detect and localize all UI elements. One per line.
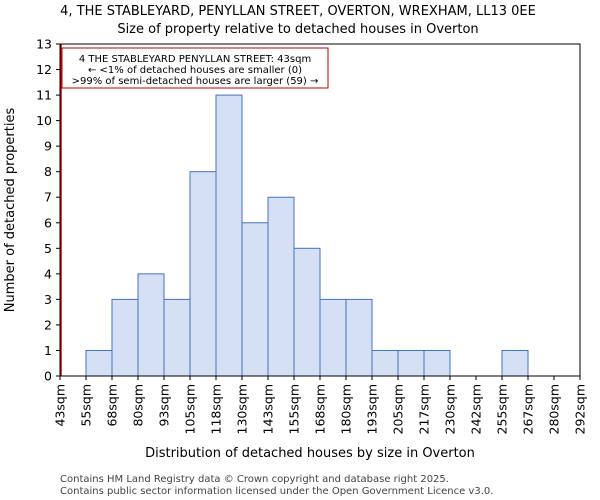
- x-tick-label: 105sqm: [183, 384, 198, 434]
- bar-155sqm: [293, 247, 321, 377]
- y-tick-label: 9: [44, 139, 52, 154]
- bar-255sqm: [501, 349, 529, 377]
- x-tick-label: 168sqm: [313, 384, 328, 434]
- x-tick-label: 143sqm: [261, 384, 276, 434]
- y-tick-label: 13: [36, 37, 52, 52]
- x-tick-label: 280sqm: [547, 384, 562, 434]
- x-tick-label: 193sqm: [365, 384, 380, 434]
- y-tick-label: 0: [44, 369, 52, 384]
- x-tick-label: 205sqm: [391, 384, 406, 434]
- x-tick-label: 93sqm: [157, 384, 172, 427]
- y-tick-label: 7: [44, 190, 52, 205]
- x-tick-label: 217sqm: [417, 384, 432, 434]
- footer-line-2: Contains public sector information licen…: [60, 486, 493, 497]
- y-tick-label: 1: [44, 343, 52, 358]
- x-tick-label: 180sqm: [339, 384, 354, 434]
- annotation-line-2: ← <1% of detached houses are smaller (0): [88, 65, 302, 76]
- bar-68sqm: [111, 298, 139, 377]
- chart-title: 4, THE STABLEYARD, PENYLLAN STREET, OVER…: [60, 4, 536, 19]
- x-tick-label: 80sqm: [131, 384, 146, 427]
- y-tick-label: 4: [44, 266, 52, 281]
- bar-80sqm: [137, 273, 165, 377]
- bar-118sqm: [215, 94, 243, 377]
- y-tick-label: 11: [36, 88, 52, 103]
- bar-130sqm: [241, 222, 269, 377]
- x-tick-label: 43sqm: [53, 384, 68, 427]
- x-tick-label: 292sqm: [573, 384, 588, 434]
- x-tick-label: 118sqm: [209, 384, 224, 434]
- annotation-line-1: 4 THE STABLEYARD PENYLLAN STREET: 43sqm: [79, 54, 311, 65]
- annotation-box: [61, 47, 329, 89]
- x-ticks-group: 43sqm 55sqm 68sqm 80sqm 93sqm 105sqm 118sqm 130…: [53, 376, 588, 434]
- bars-group: [85, 94, 529, 377]
- y-tick-label: 2: [44, 317, 52, 332]
- x-tick-label: 130sqm: [235, 384, 250, 434]
- x-tick-label: 155sqm: [287, 384, 302, 434]
- y-tick-label: 10: [36, 113, 52, 128]
- y-tick-label: 5: [44, 241, 52, 256]
- x-tick-label: 242sqm: [469, 384, 484, 434]
- bar-143sqm: [267, 196, 295, 377]
- bar-105sqm: [189, 171, 217, 377]
- bar-168sqm: [319, 298, 347, 377]
- x-axis-label: Distribution of detached houses by size …: [145, 446, 475, 461]
- y-tick-label: 12: [36, 62, 52, 77]
- x-tick-label: 255sqm: [495, 384, 510, 434]
- x-tick-label: 230sqm: [443, 384, 458, 434]
- x-tick-label: 68sqm: [105, 384, 120, 427]
- bar-217sqm: [423, 349, 451, 377]
- bar-180sqm: [345, 298, 373, 377]
- y-tick-label: 6: [44, 215, 52, 230]
- y-tick-label: 8: [44, 164, 52, 179]
- x-tick-label: 267sqm: [521, 384, 536, 434]
- plot-frame: [59, 43, 581, 377]
- bar-93sqm: [163, 298, 191, 377]
- x-tick-label: 55sqm: [79, 384, 94, 427]
- y-axis-label: Number of detached properties: [3, 108, 18, 313]
- annotation-line-3: >99% of semi-detached houses are larger …: [72, 76, 319, 87]
- bar-55sqm: [85, 349, 113, 377]
- footer-line-1: Contains HM Land Registry data © Crown c…: [60, 474, 449, 485]
- y-tick-label: 3: [44, 292, 52, 307]
- bar-193sqm: [371, 349, 399, 377]
- bar-205sqm: [397, 349, 425, 377]
- chart-subtitle: Size of property relative to detached ho…: [117, 22, 478, 37]
